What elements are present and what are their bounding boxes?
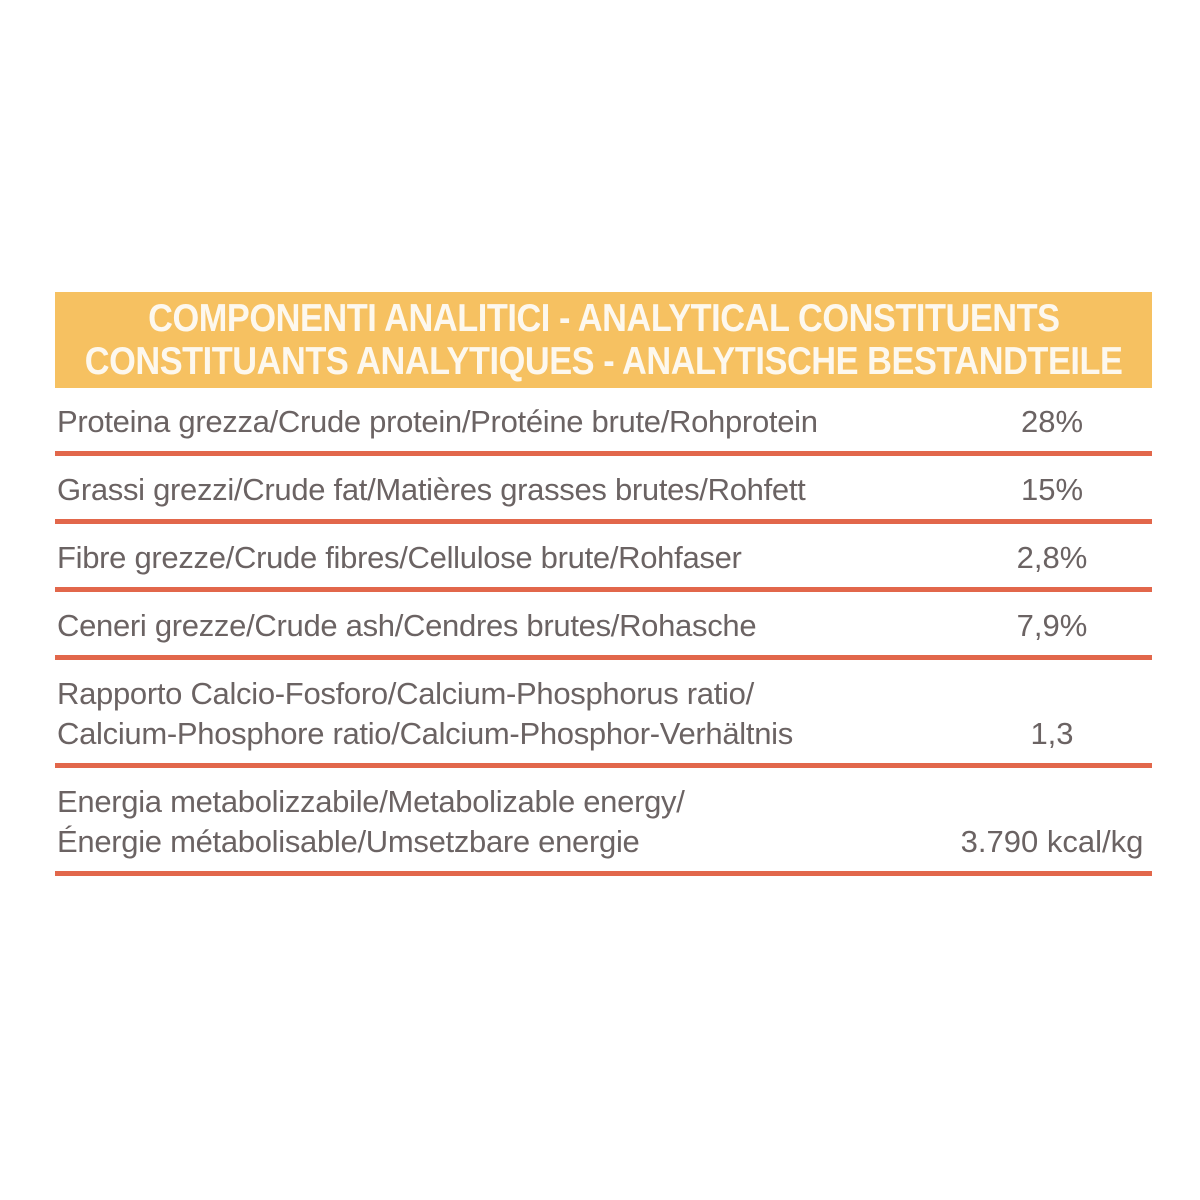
row-value: 2,8% bbox=[1016, 540, 1088, 575]
header-line-2: CONSTITUANTS ANALYTIQUES - ANALYTISCHE B… bbox=[84, 339, 1123, 383]
row-label-line: Rapporto Calcio-Fosforo/Calcium-Phosphor… bbox=[57, 676, 754, 711]
row-value: 1,3 bbox=[1030, 716, 1074, 751]
row-label-line: Énergie métabolisable/Umsetzbare energie bbox=[57, 824, 640, 859]
row-value: 28% bbox=[1020, 404, 1084, 439]
row-label-line: Proteina grezza/Crude protein/Protéine b… bbox=[57, 404, 818, 439]
row-label: Ceneri grezze/Crude ash/Cendres brutes/R… bbox=[57, 606, 757, 646]
row-label: Energia metabolizzabile/Metabolizable en… bbox=[57, 782, 685, 862]
table-row-crude-fat: Grassi grezzi/Crude fat/Matières grasses… bbox=[55, 456, 1152, 524]
row-label: Rapporto Calcio-Fosforo/Calcium-Phosphor… bbox=[57, 674, 793, 754]
table-row-crude-protein: Proteina grezza/Crude protein/Protéine b… bbox=[55, 388, 1152, 456]
header-line-1: COMPONENTI ANALITICI - ANALYTICAL CONSTI… bbox=[147, 296, 1060, 340]
analytical-constituents-table: Proteina grezza/Crude protein/Protéine b… bbox=[55, 388, 1152, 876]
row-label: Grassi grezzi/Crude fat/Matières grasses… bbox=[57, 470, 806, 510]
row-label: Proteina grezza/Crude protein/Protéine b… bbox=[57, 402, 818, 442]
row-value: 3.790 kcal/kg bbox=[960, 824, 1144, 859]
table-row-crude-ash: Ceneri grezze/Crude ash/Cendres brutes/R… bbox=[55, 592, 1152, 660]
row-label-line: Grassi grezzi/Crude fat/Matières grasses… bbox=[57, 472, 806, 507]
row-label-line: Calcium-Phosphore ratio/Calcium-Phosphor… bbox=[57, 716, 793, 751]
table-header-banner: COMPONENTI ANALITICI - ANALYTICAL CONSTI… bbox=[55, 292, 1152, 388]
table-row-crude-fibres: Fibre grezze/Crude fibres/Cellulose brut… bbox=[55, 524, 1152, 592]
row-value: 7,9% bbox=[1016, 608, 1088, 643]
table-row-metabolizable-energy: Energia metabolizzabile/Metabolizable en… bbox=[55, 768, 1152, 876]
table-row-calcium-phosphorus-ratio: Rapporto Calcio-Fosforo/Calcium-Phosphor… bbox=[55, 660, 1152, 768]
row-label-line: Ceneri grezze/Crude ash/Cendres brutes/R… bbox=[57, 608, 757, 643]
row-label-line: Fibre grezze/Crude fibres/Cellulose brut… bbox=[57, 540, 742, 575]
row-label: Fibre grezze/Crude fibres/Cellulose brut… bbox=[57, 538, 742, 578]
row-label-line: Energia metabolizzabile/Metabolizable en… bbox=[57, 784, 685, 819]
analytical-constituents-section: COMPONENTI ANALITICI - ANALYTICAL CONSTI… bbox=[55, 292, 1152, 876]
row-value: 15% bbox=[1020, 472, 1084, 507]
